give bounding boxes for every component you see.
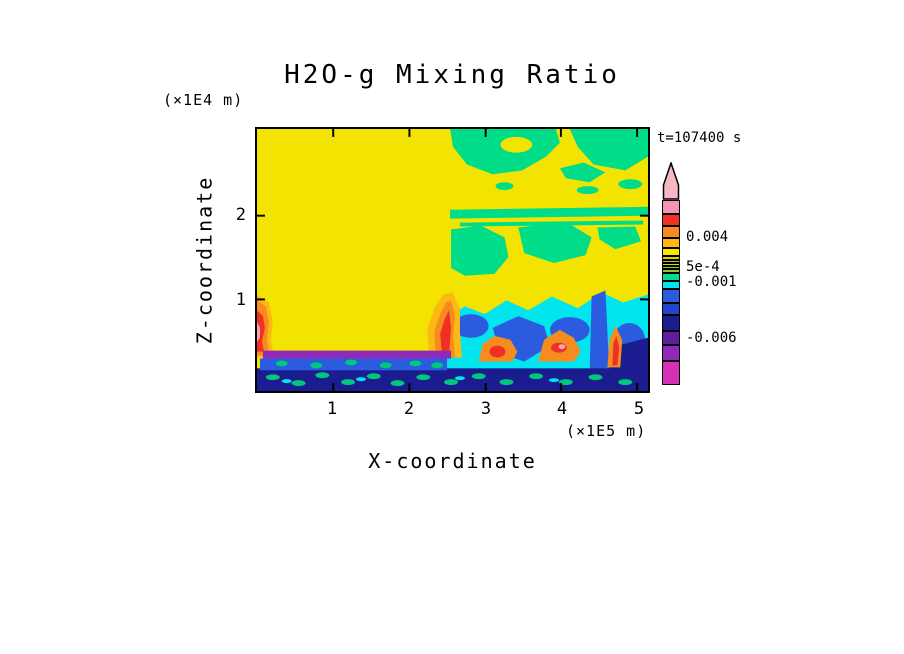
field-shape (345, 359, 357, 366)
field-shape (409, 360, 422, 367)
x-axis-title: X-coordinate (368, 449, 537, 473)
field-shape (576, 186, 599, 195)
colorbar-segment (662, 273, 680, 281)
y-axis-title: Z-coordinate (192, 175, 216, 345)
colorbar-segment (662, 303, 680, 315)
colorbar-segment (662, 248, 680, 256)
field-shape (257, 310, 265, 352)
field-shape (440, 310, 452, 356)
field-shape (569, 129, 648, 171)
field-shape (618, 179, 643, 190)
field-svg (257, 129, 648, 391)
y-tick-label: 2 (235, 205, 246, 225)
field-shape (262, 350, 452, 359)
colorbar-labels: 0.004 5e-4 -0.001 -0.006 (686, 0, 766, 654)
colorbar-tick-label: -0.001 (686, 274, 737, 290)
colorbar-segment (662, 281, 680, 289)
chart-title: H2O-g Mixing Ratio (284, 60, 620, 90)
field-shape (431, 362, 444, 369)
field-shape (315, 372, 330, 379)
x-tick-label: 2 (403, 399, 415, 419)
colorbar-segment (662, 200, 680, 214)
colorbar-arrow-shape (662, 162, 680, 200)
field-shape (588, 374, 603, 381)
field-shape (451, 225, 509, 276)
field-shape (450, 129, 560, 175)
field-shape (341, 379, 355, 386)
colorbar-segment (662, 289, 680, 303)
field-shape (499, 379, 514, 386)
field-shape (310, 362, 323, 369)
field-shape (366, 373, 381, 380)
field-shape (518, 221, 592, 263)
field-shape (355, 377, 366, 382)
colorbar-segment (662, 214, 680, 226)
field-shape (452, 314, 489, 338)
field-shape (257, 322, 260, 342)
colorbar-segment (662, 345, 680, 361)
field-shape (379, 362, 392, 369)
field-shape (549, 378, 559, 383)
y-tick-label: 1 (235, 290, 246, 310)
field-shape (390, 380, 405, 387)
field-shape (597, 226, 642, 250)
colorbar-segment (662, 263, 680, 266)
colorbar-segment (662, 238, 680, 248)
field-shape (559, 162, 606, 183)
field-shape (558, 344, 566, 350)
colorbar-segment (662, 331, 680, 345)
field-shape (444, 379, 458, 386)
time-annotation: t=107400 s (657, 130, 742, 146)
x-tick-label: 3 (480, 399, 492, 419)
field-shape (489, 345, 506, 358)
field-shape (275, 360, 288, 367)
x-axis-units-label: (×1E5 m) (566, 422, 647, 440)
field-shape (529, 373, 544, 380)
field-shape (265, 374, 280, 381)
x-tick-label: 1 (326, 399, 338, 419)
colorbar-segment (662, 266, 680, 269)
field-shape (454, 376, 465, 381)
y-axis-units-label: (×1E4 m) (163, 91, 244, 109)
field-shape (618, 379, 633, 386)
colorbar-segment (662, 361, 680, 385)
colorbar-tick-label: -0.006 (686, 330, 737, 346)
colorbar-segment (662, 260, 680, 263)
colorbar-segment (662, 256, 680, 260)
y-axis-title-wrap: Z-coordinate (188, 127, 220, 393)
field-shape (471, 373, 486, 380)
field-shape (495, 182, 514, 191)
x-axis-tick-labels: 1 2 3 4 5 (255, 399, 650, 421)
colorbar-tick-label: 5e-4 (686, 259, 720, 275)
field-shape (612, 335, 620, 366)
field-shape (450, 206, 648, 219)
field-shape (291, 380, 306, 387)
colorbar-arrow-icon (662, 162, 680, 200)
x-tick-label: 4 (556, 399, 568, 419)
colorbar-segment (662, 315, 680, 331)
field-shape (281, 379, 292, 384)
field-shape (416, 374, 431, 381)
field-shape (500, 136, 533, 153)
field-shape (589, 290, 610, 374)
colorbar-segment (662, 269, 680, 273)
colorbar (662, 162, 680, 385)
colorbar-segments (662, 200, 680, 385)
colorbar-tick-label: 0.004 (686, 229, 729, 245)
colorbar-segment (662, 226, 680, 238)
x-tick-label: 5 (633, 399, 645, 419)
field-shape (558, 379, 573, 386)
plot-area (255, 127, 650, 393)
